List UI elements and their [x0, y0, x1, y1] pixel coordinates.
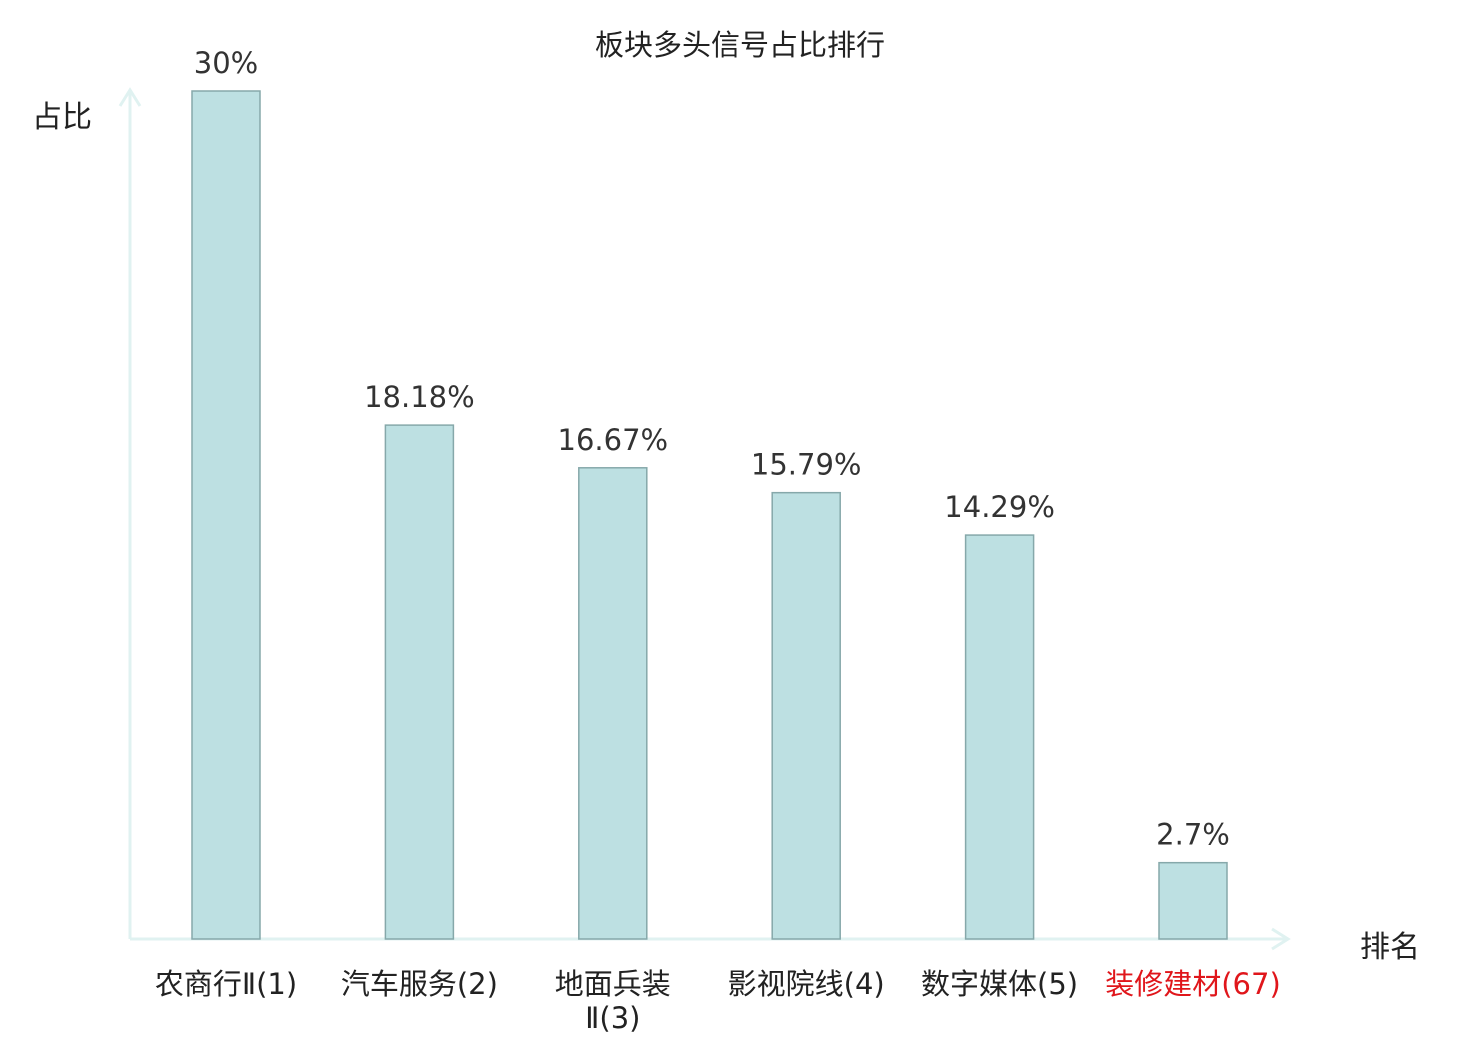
x-axis-arrow	[1271, 927, 1291, 951]
category-label: 农商行Ⅱ(1)	[155, 967, 297, 1001]
chart-title: 板块多头信号占比排行	[594, 28, 885, 62]
bar	[964, 534, 1035, 940]
bar	[1158, 861, 1228, 940]
value-labels: 30% 18.18% 16.67% 15.79% 14.29% 2.7%	[194, 46, 1230, 852]
value-label: 2.7%	[1156, 818, 1230, 852]
value-label: 18.18%	[364, 380, 475, 414]
category-label: Ⅱ(3)	[585, 1001, 640, 1035]
x-axis-label: 排名	[1360, 930, 1420, 965]
bars	[191, 90, 1228, 940]
bar	[771, 491, 841, 940]
y-axis-arrow	[118, 87, 142, 107]
category-label: 地面兵装	[555, 967, 671, 1001]
category-label: 汽车服务(2)	[341, 967, 498, 1001]
y-axis-label: 占比	[32, 100, 92, 135]
bar	[578, 467, 648, 940]
value-label: 30%	[194, 46, 258, 80]
value-label: 15.79%	[751, 448, 862, 482]
bar	[191, 90, 261, 940]
axes	[118, 87, 1291, 951]
category-label: 影视院线(4)	[728, 967, 885, 1001]
value-label: 14.29%	[944, 490, 1055, 524]
value-label: 16.67%	[558, 423, 669, 457]
bar	[384, 424, 455, 940]
category-label: 数字媒体(5)	[921, 967, 1078, 1001]
category-label: 装修建材(67)	[1105, 967, 1281, 1001]
